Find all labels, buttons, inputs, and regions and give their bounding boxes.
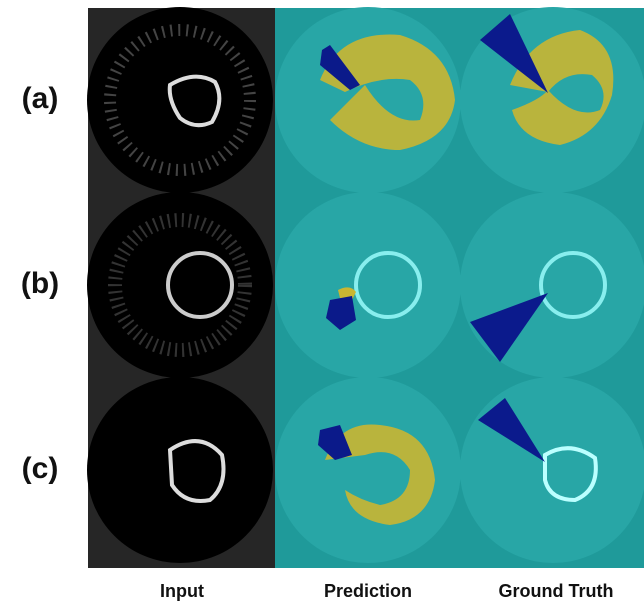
row-label: (c) [22,452,59,485]
figure: (a) (b) (c) Input Prediction Ground Trut… [0,0,644,605]
row-c-images [87,377,644,563]
row-label: (a) [22,82,59,115]
column-label: Prediction [324,581,412,601]
row-a-images [87,7,644,193]
row-b-images [87,192,644,378]
column-label: Ground Truth [499,581,614,601]
row-label: (b) [21,267,59,300]
column-label: Input [160,581,204,601]
